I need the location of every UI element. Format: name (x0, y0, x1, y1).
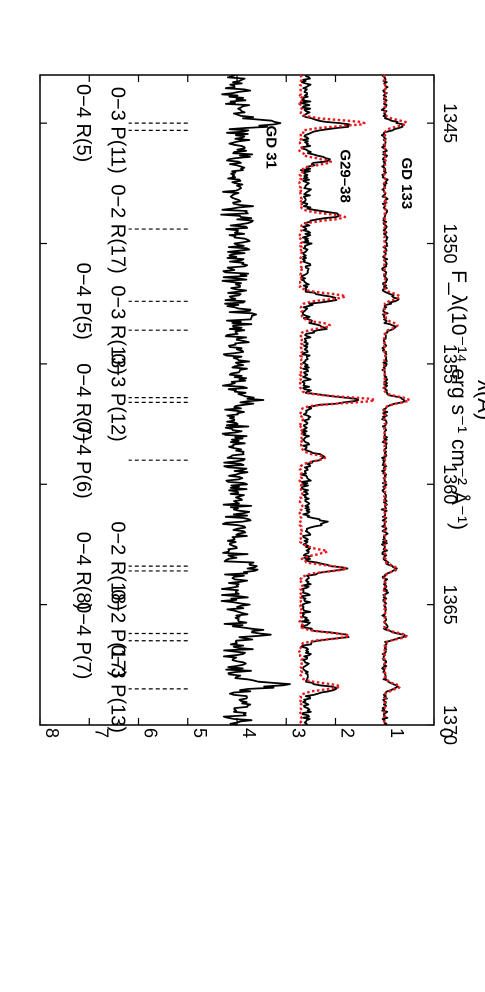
line-id-label: 0−3 P(11) (106, 87, 128, 174)
x-tick-label: 1360 (440, 464, 460, 504)
line-id-label: 0−2 R(17) (106, 184, 128, 274)
y-tick-label: 6 (141, 728, 161, 738)
line-id-label: 0−4 P(5) (72, 263, 94, 340)
y-tick-label: 1 (387, 728, 407, 738)
y-axis-label: F_λ(10⁻¹⁴ erg s⁻¹ cm⁻² Å⁻¹) (447, 270, 470, 530)
x-tick-label: 1370 (440, 705, 460, 745)
series-gd-31 (220, 74, 291, 726)
series-label: G29–38 (336, 149, 353, 202)
line-id-label: 0−3 P(13) (106, 645, 128, 733)
line-id-label: 0−3 R(13) (106, 285, 128, 375)
line-id-label: 0−3 P(12) (106, 353, 128, 441)
spectra (220, 74, 411, 726)
line-id-label: 0−4 R(8) (72, 532, 94, 610)
text-labels: 0−4 R(5) 0−3 P(11) 0−2 R(17) 0−4 P(5) 0−3 R(… (72, 84, 415, 733)
y-tick-label: 5 (190, 728, 210, 738)
x-tick-label: 1355 (440, 344, 460, 384)
series-label: GD 31 (263, 126, 280, 169)
line-id-label: 0−4 P(7) (72, 602, 94, 679)
series-label: GD 133 (398, 157, 415, 209)
x-tick-label: 1350 (440, 223, 460, 263)
line-id-label: 0−2 P(17) (106, 589, 128, 677)
series-gd-133-model (382, 74, 411, 726)
line-id-markers (128, 122, 188, 690)
x-tick-label: 1345 (440, 103, 460, 143)
y-tick-label: 8 (42, 728, 62, 738)
line-id-label: 0−2 R(18) (106, 521, 128, 611)
y-tick-label: 3 (288, 728, 308, 738)
line-id-label: 0−4 R(5) (72, 84, 94, 162)
y-tick-label: 0 (436, 728, 456, 738)
line-id-label: 0−4 R(7) (72, 363, 94, 441)
line-id-label: 0−4 P(6) (72, 422, 94, 499)
y-tick-label: 7 (91, 728, 111, 738)
x-tick-label: 1365 (440, 585, 460, 625)
y-tick-label: 2 (338, 728, 358, 738)
y-tick-label: 4 (239, 728, 259, 738)
series-g29-38-model (298, 74, 376, 726)
x-axis-label: λ(Å) (473, 380, 485, 420)
series-g29-38 (299, 74, 360, 726)
